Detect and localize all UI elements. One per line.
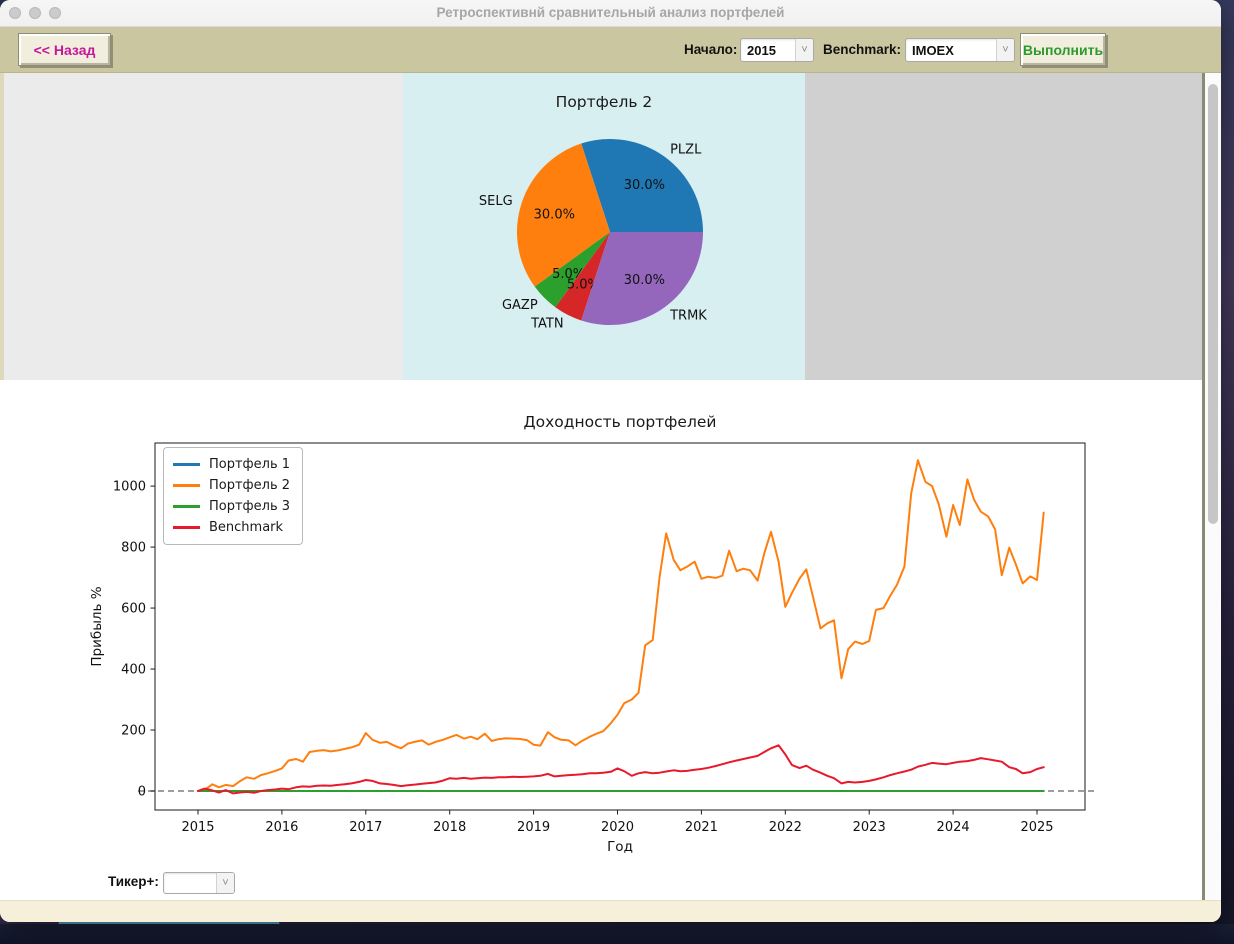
x-tick-label: 2022 [769,820,802,835]
legend-item: Портфель 1 [173,454,290,475]
plot-border [154,442,1086,811]
pie-ticker-label: GAZP [502,298,538,313]
ticker-select[interactable]: ˅ [163,872,235,894]
y-tick-label: 800 [121,541,146,556]
scrollbar-edge [1202,73,1205,900]
y-tick-label: 0 [138,785,146,800]
series-line-2 [197,459,1045,792]
start-year-value: 2015 [747,42,776,58]
pie-pct-label: 30.0% [624,178,665,193]
legend-label: Портфель 1 [209,457,291,472]
x-tick-label: 2017 [349,820,382,835]
desktop-background [0,924,1234,944]
pie-ticker-label: PLZL [670,143,702,158]
y-tick-label: 400 [121,663,146,678]
run-button[interactable]: Выполнить [1020,33,1106,66]
series-line-4 [197,744,1045,795]
x-tick-label: 2018 [433,820,466,835]
legend-label: Портфель 2 [209,478,291,493]
pie-row: Портфель 2 30.0% PLZL 30.0% SELG 5.0% GAZP 5.0… [0,73,1202,380]
legend-item: Портфель 3 [173,496,290,517]
y-tick-label: 600 [121,602,146,617]
legend-item: Портфель 2 [173,475,290,496]
back-button-label: << Назад [33,41,96,58]
x-tick-label: 2020 [601,820,634,835]
pie-ticker-label: TRMK [669,308,707,323]
legend-label: Портфель 3 [209,499,291,514]
chevron-down-icon: ˅ [996,39,1014,61]
line-chart-title: Доходность портфелей [523,413,717,431]
start-year-label: Начало: [684,42,738,57]
legend-label: Benchmark [209,520,284,535]
x-tick-label: 2025 [1020,820,1053,835]
series-group [197,459,1045,795]
legend-line-swatch [173,484,200,487]
x-tick-label: 2024 [937,820,970,835]
pie-ticker-label: SELG [479,194,513,209]
app-window: Ретроспективнй сравнительный анализ порт… [0,0,1221,922]
close-button[interactable] [9,7,21,19]
run-button-label: Выполнить [1022,41,1104,58]
x-tick-label: 2015 [181,820,214,835]
pie-slice-PLZL [581,138,703,232]
minimize-button[interactable] [29,7,41,19]
line-chart-section: Доходность портфелей 0 200 400 600 800 1000 20… [0,380,1202,900]
pie-pct-label: 30.0% [534,207,575,222]
y-tick-label: 200 [121,724,146,739]
titlebar: Ретроспективнй сравнительный анализ порт… [0,0,1221,27]
chevron-down-icon: ˅ [216,873,234,893]
chevron-down-icon: ˅ [795,39,813,61]
x-tick-label: 2023 [853,820,886,835]
pie-slice-GAZP [534,232,610,308]
x-tick-label: 2016 [265,820,298,835]
pie-slice-SELG [516,143,610,287]
scrollbar-thumb[interactable] [1208,84,1218,524]
pie-slice-TATN [555,232,610,321]
pie-panel: Портфель 2 30.0% PLZL 30.0% SELG 5.0% GAZP 5.0… [403,73,805,380]
vertical-scrollbar[interactable] [1205,73,1221,900]
y-axis-label: Прибыль % [89,586,105,666]
legend-line-swatch [173,463,200,466]
back-button[interactable]: << Назад [18,33,111,66]
zoom-button[interactable] [49,7,61,19]
x-axis-label: Год [607,839,633,855]
x-tick-label: 2019 [517,820,550,835]
benchmark-select[interactable]: IMOEX ˅ [905,38,1015,62]
chart-legend: Портфель 1 Портфель 2 Портфель 3 Benchmark [163,447,304,545]
pie-chart: 30.0%PLZL30.0%SELG5.0%GAZP5.0%TATN30.0%T… [479,138,707,332]
benchmark-label: Benchmark: [823,42,902,57]
toolbar: << Назад Начало: 2015 ˅ Benchmark: IMOEX… [0,27,1221,73]
pie-ticker-label: TATN [530,317,563,332]
y-tick-label: 1000 [113,480,146,495]
pie-left-panel [4,73,403,380]
start-year-select[interactable]: 2015 ˅ [740,38,814,62]
window-bottom-strip [0,900,1221,922]
ticker-row: Тикер+: ˅ [0,871,400,895]
legend-item: Benchmark [173,517,290,538]
benchmark-value: IMOEX [912,42,954,58]
x-tick-label: 2021 [685,820,718,835]
pie-pct-label: 30.0% [624,273,665,288]
line-chart: 0 200 400 600 800 1000 2015 2016 2017 2018 2019 202… [89,442,1094,855]
ticker-label: Тикер+: [108,874,159,889]
pie-right-panel [805,73,1202,380]
pie-slice-TRMK [581,232,703,326]
window-title: Ретроспективнй сравнительный анализ порт… [436,5,785,20]
legend-line-swatch [173,505,200,508]
legend-line-swatch [173,526,200,529]
pie-title: Портфель 2 [555,93,653,111]
